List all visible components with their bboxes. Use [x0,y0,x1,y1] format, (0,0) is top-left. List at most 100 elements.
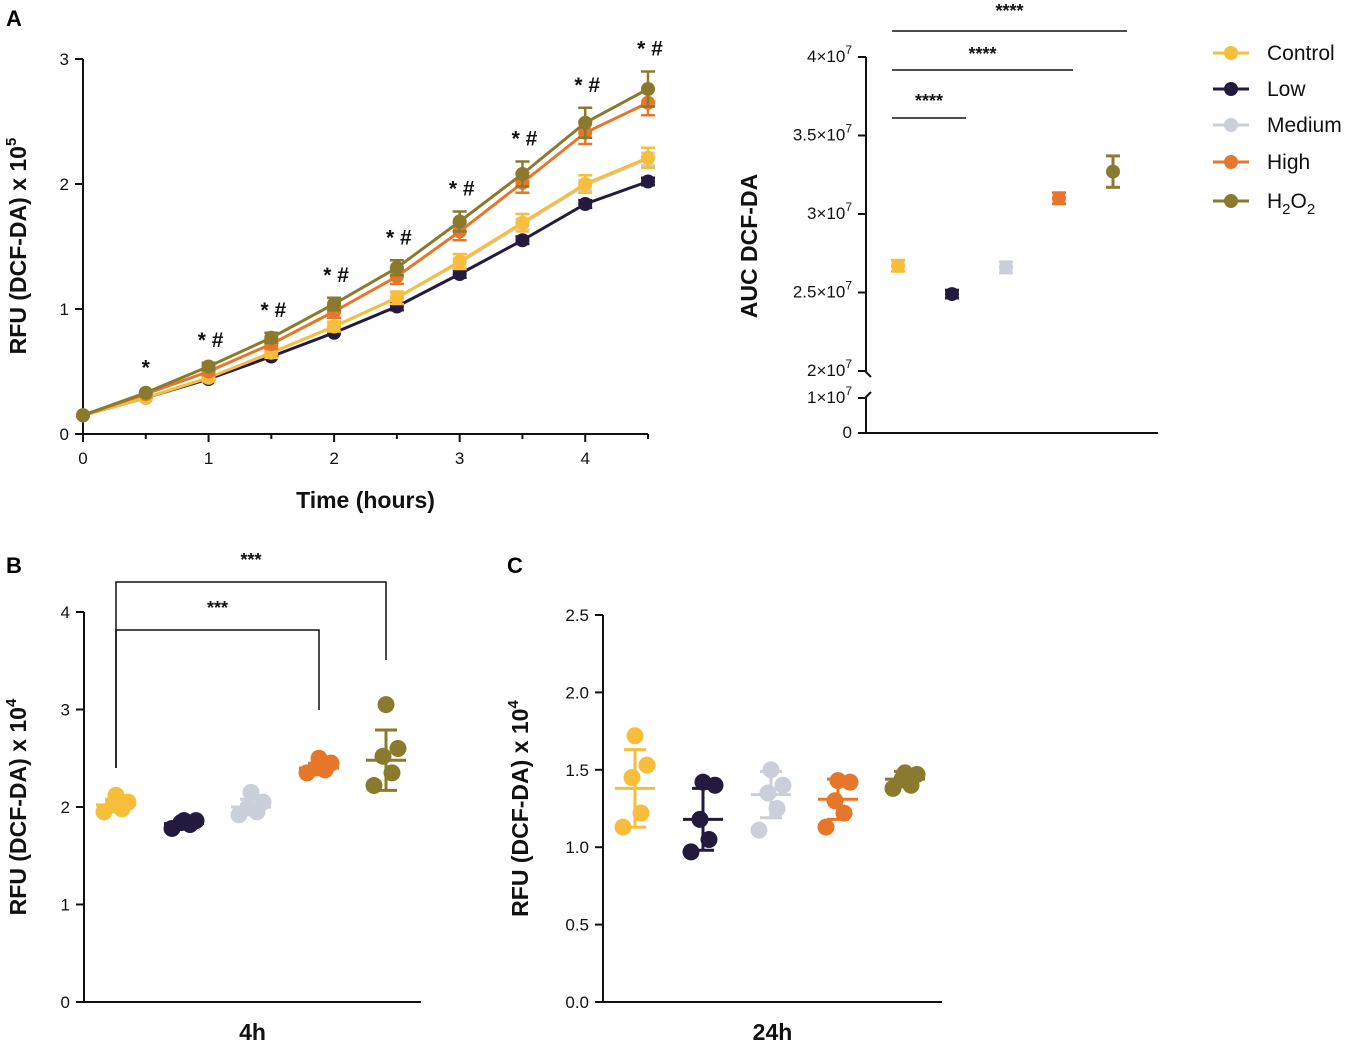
a-x-tick-label: 4 [580,449,589,468]
legend-marker-high [1224,155,1238,169]
b-point-medium [242,783,260,801]
c-point-medium [759,784,777,802]
auc-point-medium [999,260,1013,275]
legend-label-medium: Medium [1267,114,1342,137]
a-x-axis-title: Time (hours) [296,487,435,513]
auc-y-tick-label: 3×107 [807,200,852,223]
a-significance-mark: * # [574,74,600,97]
b-significance-label: *** [207,598,228,618]
legend-subscript: 2 [1282,201,1290,218]
c-point-control [638,756,656,774]
a-point-low [515,233,530,248]
a-significance-mark: * [142,356,151,379]
legend-label-text: Low [1267,78,1306,101]
b-significance-label: *** [240,550,261,570]
auc-y-tick-label: 4×107 [807,43,852,66]
b-y-axis-title-text: RFU (DCF-DA) x 10 [5,707,31,915]
auc-significance-label: **** [995,1,1023,21]
a-x-tick-label: 3 [455,449,464,468]
b-significance-bracket [115,581,387,768]
auc-y-tick-label: 2.5×107 [793,279,852,302]
legend-marker-medium [1224,118,1238,132]
a-point-control [452,254,467,269]
c-point-low [694,773,712,791]
a-point-h2o2 [201,359,216,374]
a-y-tick-label: 0 [60,425,69,444]
c-point-low [700,830,718,848]
b-point-control [107,786,125,804]
auc-y-axis-title: AUC DCF-DA [736,174,762,318]
a-series-line-h2o2 [82,87,649,417]
a-point-low [578,197,593,211]
b-point-h2o2 [389,740,407,757]
auc-y-tick-exponent: 7 [845,200,852,214]
b-point-low [175,812,193,830]
a-significance-mark: * # [449,178,475,201]
a-point-h2o2 [76,408,90,423]
c-point-control [614,818,632,836]
auc-y-tick-base: 0 [843,423,852,442]
a-series-line-high [82,101,649,417]
a-point-control [641,150,655,165]
a-significance-mark: * # [386,226,412,249]
a-series-line-control [82,156,649,417]
a-point-h2o2 [138,385,153,400]
auc-point-h2o2 [1106,164,1120,179]
a-point-control [389,290,404,305]
c-y-tick-label: 0.5 [565,916,589,935]
auc-y-tick-exponent: 7 [845,279,852,293]
a-point-control [515,215,530,230]
c-x-axis-title: 24h [753,1019,793,1045]
b-x-axis-title: 4h [239,1019,266,1045]
b-y-axis-title-exponent: 4 [3,698,20,707]
a-point-h2o2 [264,330,279,345]
b-point-h2o2 [365,777,383,795]
a-significance-mark: * # [260,299,286,322]
a-y-tick-label: 3 [60,50,69,69]
auc-y-tick-base: 4×10 [807,47,845,66]
a-point-control [578,177,593,191]
legend-marker-low [1224,82,1238,96]
c-y-tick-label: 2.0 [565,683,589,702]
c-y-tick-label: 0.0 [565,993,589,1012]
auc-y-tick-label: 1×107 [807,384,852,407]
legend-label-control: Control [1267,42,1335,65]
c-point-control [626,727,644,745]
b-y-tick-label: 2 [61,798,70,817]
a-point-h2o2 [452,214,467,229]
b-point-high [310,749,328,767]
legend-subscript: 2 [1307,201,1315,218]
c-point-low [682,843,700,861]
c-point-medium [762,761,780,779]
c-point-medium [768,800,786,817]
b-point-h2o2 [377,696,395,714]
c-point-high [829,772,847,790]
b-significance-bracket [115,629,320,768]
legend-label-low: Low [1267,78,1306,101]
a-point-h2o2 [515,167,530,181]
c-y-tick-label: 2.5 [565,606,589,625]
panel-label-a: A [6,6,22,31]
auc-significance-label: **** [968,44,996,64]
b-y-tick-label: 4 [61,603,70,622]
c-point-control [632,804,650,822]
a-y-axis-title-exponent: 5 [3,138,20,146]
legend-label-text: Control [1267,42,1335,65]
auc-y-tick-base: 2×10 [807,361,845,380]
a-y-tick-label: 2 [60,175,69,194]
panel-label-c: C [507,553,523,578]
c-point-high [826,792,844,810]
legend-label-text: Medium [1267,114,1342,137]
legend-label-h2o2: H2O2 [1267,190,1315,218]
b-point-h2o2 [374,747,392,765]
auc-significance-label: **** [915,91,943,111]
auc-y-tick-exponent: 7 [845,384,852,398]
c-y-axis-title-exponent: 4 [505,700,522,709]
legend-label-text: High [1267,151,1310,174]
a-point-low [641,174,655,189]
auc-y-tick-label: 2×107 [807,357,852,380]
auc-y-tick-base: 3×10 [807,204,845,223]
c-y-tick-label: 1.5 [565,761,589,780]
panel-label-b: B [6,553,22,578]
